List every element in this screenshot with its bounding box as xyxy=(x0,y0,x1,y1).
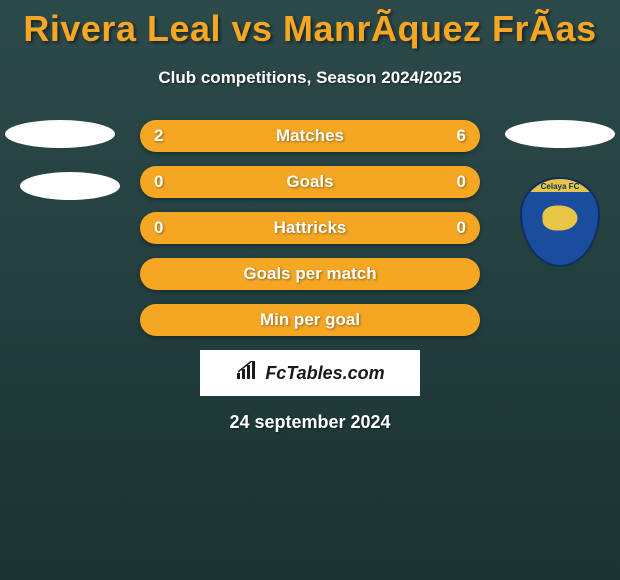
stats-rows: 2 Matches 6 0 Goals 0 0 Hattricks 0 Goal… xyxy=(140,120,480,336)
stat-matches-label: Matches xyxy=(276,126,344,146)
stat-mpg-label: Min per goal xyxy=(260,310,360,330)
date-text: 24 september 2024 xyxy=(0,412,620,433)
player-right-badge xyxy=(505,120,615,148)
club-logo-text: Celaya FC xyxy=(522,182,598,191)
stat-row-min-per-goal: Min per goal xyxy=(140,304,480,336)
stat-matches-right: 6 xyxy=(457,126,466,146)
stat-matches-left: 2 xyxy=(154,126,163,146)
stat-row-matches: 2 Matches 6 xyxy=(140,120,480,152)
club-bull-icon xyxy=(543,205,578,230)
footer-brand-text: FcTables.com xyxy=(265,363,384,384)
stat-hattricks-right: 0 xyxy=(457,218,466,238)
stat-goals-label: Goals xyxy=(286,172,333,192)
stat-goals-left: 0 xyxy=(154,172,163,192)
page-title: Rivera Leal vs ManrÃ­quez FrÃ­as xyxy=(0,0,620,50)
comparison-area: Celaya FC 2 Matches 6 0 Goals 0 0 Hattri… xyxy=(0,120,620,336)
team-right-badge: Celaya FC xyxy=(510,172,610,272)
stat-row-hattricks: 0 Hattricks 0 xyxy=(140,212,480,244)
stat-hattricks-left: 0 xyxy=(154,218,163,238)
player-left-badge xyxy=(5,120,115,148)
team-left-badge xyxy=(20,172,120,200)
chart-icon xyxy=(235,361,259,386)
stat-goals-right: 0 xyxy=(457,172,466,192)
stat-hattricks-label: Hattricks xyxy=(274,218,347,238)
subtitle: Club competitions, Season 2024/2025 xyxy=(0,68,620,88)
club-logo-icon: Celaya FC xyxy=(520,177,600,267)
stat-row-goals-per-match: Goals per match xyxy=(140,258,480,290)
stat-gpm-label: Goals per match xyxy=(243,264,376,284)
footer-brand: FcTables.com xyxy=(200,350,420,396)
stat-row-goals: 0 Goals 0 xyxy=(140,166,480,198)
